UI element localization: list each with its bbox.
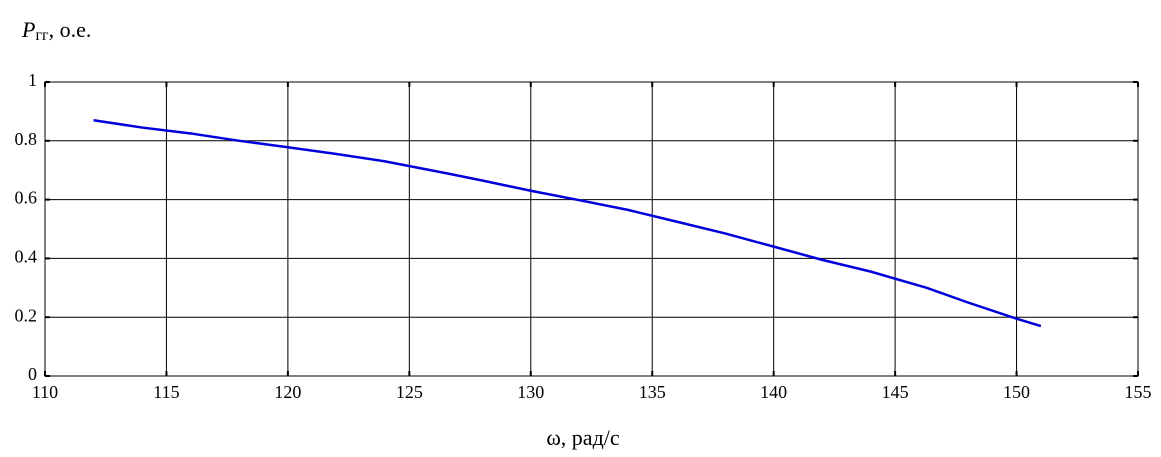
x-axis-label: ω, рад/с [546,425,620,450]
x-tick-label: 130 [517,382,544,402]
x-tick-label: 145 [882,382,909,402]
plot-frame [44,81,1139,377]
y-tick-label: 1 [28,70,37,90]
x-tick-label: 115 [153,382,179,402]
x-tick-label: 155 [1125,382,1152,402]
y-tick-label: 0.2 [15,305,38,325]
x-tick-label: 140 [760,382,787,402]
y-axis-label: Pгг, о.е. [21,17,91,44]
x-tick-label: 120 [274,382,301,402]
data-line [93,118,1042,328]
y-label-unit: , о.е. [49,17,92,42]
x-tick-label: 135 [639,382,666,402]
y-label-subscript: гг [35,27,49,44]
x-tick-label: 125 [396,382,423,402]
y-tick-label: 0.8 [15,129,38,149]
x-tick-label: 150 [1003,382,1030,402]
y-tick-label: 0 [28,364,37,384]
y-label-symbol: P [21,17,35,42]
x-tick-label: 110 [32,382,58,402]
y-tick-label: 0.4 [15,247,38,267]
y-tick-label: 0.6 [15,188,38,208]
